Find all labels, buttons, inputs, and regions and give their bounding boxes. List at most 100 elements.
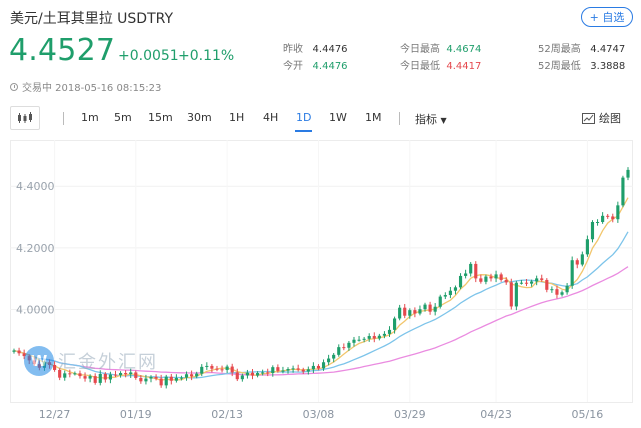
candle-body — [281, 370, 285, 372]
candle-body — [255, 373, 260, 376]
x-tick-label: 04/23 — [480, 408, 512, 421]
candle-body — [403, 307, 407, 316]
candle-body — [372, 336, 376, 339]
candle-body — [205, 365, 209, 367]
tab-1mo[interactable]: 1M — [365, 111, 382, 124]
candle-body — [83, 376, 87, 379]
candle-body — [509, 282, 513, 307]
candle-body — [545, 279, 549, 290]
price-change: +0.0051 — [118, 48, 179, 64]
caret-down-icon: ▼ — [440, 116, 447, 125]
y-tick-label: 4.4000 — [16, 180, 55, 193]
candle-body — [570, 260, 574, 286]
candle-body — [164, 376, 168, 386]
price-chart[interactable]: 4.4000 4.2000 4.0000 12/27 01/19 02/13 03/08 03… — [10, 140, 633, 428]
candle-body — [321, 362, 326, 369]
candle-body — [387, 329, 392, 334]
tab-4h[interactable]: 4H — [263, 111, 279, 124]
candle-body — [311, 365, 315, 370]
candle-body — [428, 304, 432, 312]
candle-body — [575, 260, 579, 265]
candle-body — [530, 281, 534, 284]
candle-body — [626, 169, 630, 178]
candle-body — [418, 309, 422, 314]
candle-body — [103, 373, 107, 380]
x-tick-label: 02/13 — [211, 408, 243, 421]
candle-body — [301, 369, 305, 372]
draw-label: 绘图 — [599, 112, 621, 125]
day-low-label: 今日最低 — [400, 61, 440, 72]
tab-1m[interactable]: 1m — [81, 111, 99, 124]
ma-short-line — [13, 197, 629, 381]
prev-close-value: 4.4476 — [312, 44, 348, 55]
candle-body — [327, 358, 331, 363]
52wk-low-stat: 52周最低 3.3888 — [538, 57, 625, 72]
open-value: 4.4476 — [312, 61, 348, 72]
candle-body — [12, 350, 16, 352]
candle-body — [611, 216, 615, 220]
candle-body — [484, 276, 488, 282]
candle-body — [139, 377, 143, 382]
candle-body — [504, 279, 508, 283]
tab-1h[interactable]: 1H — [229, 111, 245, 124]
candle-body — [398, 307, 402, 319]
prev-close-stat: 昨收 4.4476 — [283, 40, 348, 55]
tab-1w[interactable]: 1W — [329, 111, 347, 124]
candle-body — [423, 304, 427, 310]
candle-body — [306, 369, 310, 372]
trade-timestamp: 交易中 2018-05-16 08:15:23 — [22, 83, 162, 94]
day-low-stat: 今日最低 4.4417 — [400, 57, 481, 72]
candle-body — [408, 310, 412, 316]
y-tick-label: 4.0000 — [16, 304, 55, 317]
tab-30m[interactable]: 30m — [187, 111, 212, 124]
candle-body — [190, 374, 194, 377]
candle-body — [240, 375, 244, 380]
candle-body — [73, 373, 77, 375]
draw-button[interactable]: 绘图 — [582, 110, 621, 126]
52wk-high-label: 52周最高 — [538, 44, 581, 55]
candle-body — [68, 373, 72, 375]
candle-body — [524, 282, 529, 284]
candle-body — [342, 347, 346, 349]
draw-tool-icon — [582, 112, 595, 124]
candle-body — [555, 289, 559, 295]
indicator-dropdown[interactable]: 指标 ▼ — [415, 111, 447, 127]
day-high-stat: 今日最高 4.4674 — [400, 40, 481, 55]
candle-body — [443, 295, 447, 297]
candle-body — [585, 239, 589, 255]
candle-body — [113, 374, 118, 376]
candle-body — [565, 285, 569, 293]
candle-body — [195, 373, 199, 377]
candle-body — [149, 377, 153, 379]
candle-body — [215, 368, 219, 370]
open-stat: 今开 4.4476 — [283, 57, 348, 72]
instrument-title: 美元/土耳其里拉 USDTRY — [10, 11, 174, 27]
watermark-logo-icon: W — [24, 346, 54, 376]
candle-body — [514, 282, 518, 307]
candlestick-chart-type-button[interactable] — [10, 106, 40, 130]
x-tick-label: 01/19 — [120, 408, 152, 421]
candle-body — [250, 372, 255, 376]
day-low-value: 4.4417 — [446, 61, 482, 72]
candle-body — [261, 372, 265, 374]
current-price: 4.4527 — [9, 33, 116, 68]
chart-toolbar: 1m 5m 15m 30m 1H 4H 1D 1W 1M 指标 ▼ 绘图 — [10, 104, 633, 132]
tab-1d[interactable]: 1D — [294, 111, 313, 132]
candle-body — [535, 278, 539, 282]
add-to-watchlist-button[interactable]: + 自选 — [581, 7, 633, 27]
candle-body — [118, 373, 123, 376]
candle-body — [337, 347, 341, 355]
candle-body — [433, 306, 437, 312]
candle-body — [159, 378, 163, 386]
tab-15m[interactable]: 15m — [148, 111, 173, 124]
candle-body — [362, 338, 366, 340]
candle-body — [474, 263, 478, 279]
tab-5m[interactable]: 5m — [114, 111, 132, 124]
candle-body — [550, 289, 554, 291]
x-tick-label: 03/29 — [394, 408, 426, 421]
open-label: 今开 — [283, 61, 303, 72]
candle-body — [220, 369, 224, 371]
candlestick-chart-svg[interactable]: 4.4000 4.2000 4.0000 12/27 01/19 02/13 03/08 03… — [10, 140, 633, 428]
x-tick-label: 12/27 — [39, 408, 71, 421]
day-high-label: 今日最高 — [400, 44, 440, 55]
